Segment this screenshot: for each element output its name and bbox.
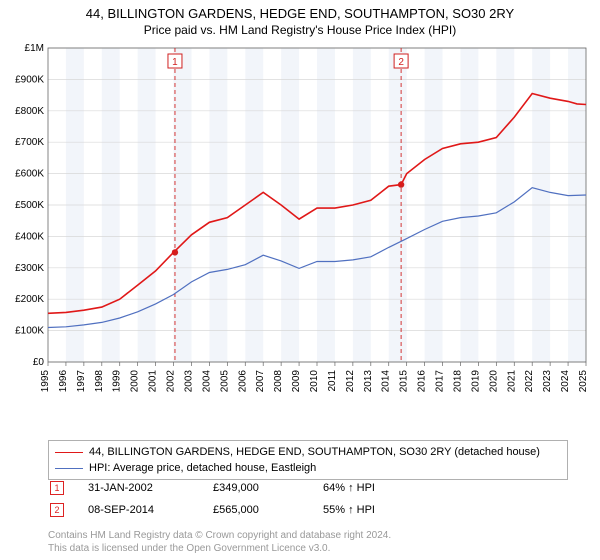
legend-row-hpi: HPI: Average price, detached house, East…	[55, 460, 561, 476]
svg-text:2008: 2008	[273, 370, 284, 393]
sale-price-1: £349,000	[213, 482, 323, 494]
svg-text:2023: 2023	[542, 370, 553, 393]
price-chart: £0£100K£200K£300K£400K£500K£600K£700K£80…	[48, 44, 586, 412]
svg-text:2001: 2001	[148, 370, 159, 393]
svg-text:2009: 2009	[291, 370, 302, 393]
svg-text:£700K: £700K	[15, 137, 44, 148]
svg-text:£600K: £600K	[15, 169, 44, 180]
footer-line1: Contains HM Land Registry data © Crown c…	[48, 529, 391, 542]
svg-text:2022: 2022	[524, 370, 535, 393]
svg-text:£100K: £100K	[15, 326, 44, 337]
legend-line-property	[55, 452, 83, 453]
svg-text:1999: 1999	[112, 370, 123, 393]
svg-text:2020: 2020	[488, 370, 499, 393]
svg-text:2013: 2013	[363, 370, 374, 393]
svg-text:2025: 2025	[578, 370, 589, 393]
svg-text:£500K: £500K	[15, 200, 44, 211]
svg-text:£1M: £1M	[25, 43, 44, 54]
legend-row-property: 44, BILLINGTON GARDENS, HEDGE END, SOUTH…	[55, 444, 561, 460]
svg-text:2021: 2021	[506, 370, 517, 393]
svg-text:£200K: £200K	[15, 294, 44, 305]
svg-text:2018: 2018	[452, 370, 463, 393]
svg-text:2004: 2004	[201, 370, 212, 393]
svg-text:£400K: £400K	[15, 231, 44, 242]
footer-attribution: Contains HM Land Registry data © Crown c…	[48, 529, 391, 555]
svg-text:2012: 2012	[345, 370, 356, 393]
legend-line-hpi	[55, 468, 83, 469]
chart-title-line2: Price paid vs. HM Land Registry's House …	[0, 23, 600, 37]
svg-text:2011: 2011	[327, 370, 338, 392]
svg-text:1998: 1998	[94, 370, 105, 393]
chart-title-line1: 44, BILLINGTON GARDENS, HEDGE END, SOUTH…	[0, 6, 600, 21]
sale-marker-2: 2	[50, 503, 64, 517]
sale-row-1: 1 31-JAN-2002 £349,000 64% ↑ HPI	[48, 481, 568, 495]
legend-label-hpi: HPI: Average price, detached house, East…	[89, 462, 316, 474]
footer-line2: This data is licensed under the Open Gov…	[48, 542, 391, 555]
svg-text:2002: 2002	[166, 370, 177, 393]
svg-text:£0: £0	[33, 357, 45, 368]
chart-title-area: 44, BILLINGTON GARDENS, HEDGE END, SOUTH…	[0, 0, 600, 37]
svg-text:£900K: £900K	[15, 74, 44, 85]
svg-text:2017: 2017	[435, 370, 446, 393]
svg-text:2019: 2019	[470, 370, 481, 393]
svg-text:2015: 2015	[399, 370, 410, 393]
svg-text:1: 1	[172, 57, 178, 68]
svg-text:£300K: £300K	[15, 263, 44, 274]
svg-text:£800K: £800K	[15, 106, 44, 117]
svg-text:1995: 1995	[40, 370, 51, 393]
chart-legend: 44, BILLINGTON GARDENS, HEDGE END, SOUTH…	[48, 440, 568, 480]
sale-price-2: £565,000	[213, 504, 323, 516]
svg-text:2007: 2007	[255, 370, 266, 393]
svg-text:2006: 2006	[237, 370, 248, 393]
svg-text:2010: 2010	[309, 370, 320, 393]
svg-text:1997: 1997	[76, 370, 87, 393]
sale-row-2: 2 08-SEP-2014 £565,000 55% ↑ HPI	[48, 503, 568, 517]
svg-text:2003: 2003	[183, 370, 194, 393]
chart-svg: £0£100K£200K£300K£400K£500K£600K£700K£80…	[48, 44, 586, 412]
svg-text:2000: 2000	[130, 370, 141, 393]
sale-date-1: 31-JAN-2002	[88, 482, 213, 494]
sale-hpi-2: 55% ↑ HPI	[323, 504, 568, 516]
sale-date-2: 08-SEP-2014	[88, 504, 213, 516]
svg-text:2014: 2014	[381, 370, 392, 393]
legend-label-property: 44, BILLINGTON GARDENS, HEDGE END, SOUTH…	[89, 446, 540, 458]
svg-text:1996: 1996	[58, 370, 69, 393]
sale-marker-1: 1	[50, 481, 64, 495]
svg-text:2016: 2016	[417, 370, 428, 393]
svg-text:2: 2	[398, 57, 404, 68]
svg-text:2024: 2024	[560, 370, 571, 393]
svg-text:2005: 2005	[219, 370, 230, 393]
sale-hpi-1: 64% ↑ HPI	[323, 482, 568, 494]
